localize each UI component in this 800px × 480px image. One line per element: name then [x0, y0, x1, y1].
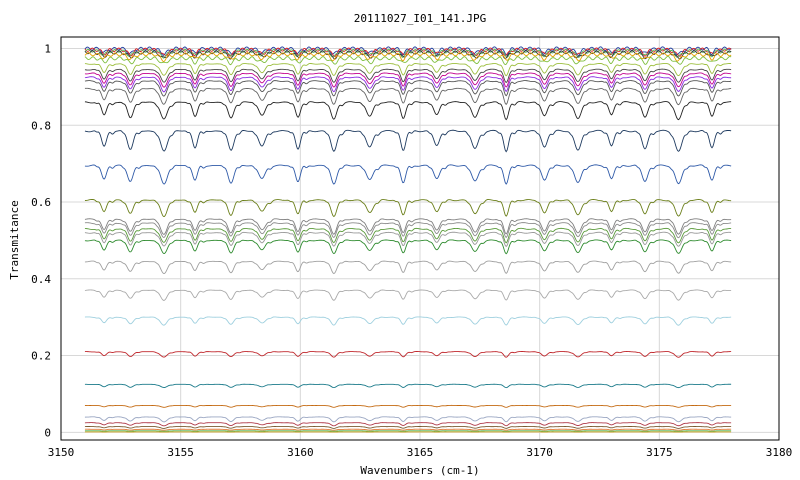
series-line [84, 383, 732, 389]
series-line [84, 260, 732, 275]
y-tick-label: 0.2 [31, 350, 51, 363]
series-line [84, 62, 732, 77]
x-tick-label: 3165 [407, 446, 434, 459]
series-line [84, 52, 732, 63]
y-tick-label: 0.6 [31, 196, 51, 209]
x-tick-label: 3155 [167, 446, 194, 459]
series-line [84, 316, 732, 326]
y-axis-label: Transmitance [8, 200, 21, 279]
series-line [84, 80, 732, 97]
series-line [84, 416, 732, 423]
series-line [84, 231, 732, 248]
series-line [84, 46, 732, 56]
y-tick-label: 0.8 [31, 119, 51, 132]
x-tick-label: 3180 [766, 446, 793, 459]
x-tick-label: 3175 [646, 446, 673, 459]
series-line [84, 218, 732, 235]
y-tick-label: 0 [44, 426, 51, 439]
series-line [84, 239, 732, 255]
chart-title: 20111027_I01_141.JPG [354, 12, 486, 25]
series-line [84, 48, 732, 59]
series-line [84, 404, 732, 408]
series-line [84, 199, 732, 218]
y-tick-label: 1 [44, 43, 51, 56]
series-line [84, 101, 732, 121]
series-line [84, 68, 732, 84]
x-tick-label: 3160 [287, 446, 314, 459]
x-axis-label: Wavenumbers (cm-1) [360, 464, 479, 477]
series-line [84, 72, 732, 88]
y-tick-label: 0.4 [31, 273, 51, 286]
series-line [84, 227, 732, 244]
plot-frame [60, 36, 780, 441]
series-line [84, 289, 732, 301]
series-line [84, 164, 732, 185]
series-line [84, 76, 732, 93]
x-tick-label: 3150 [48, 446, 75, 459]
series-line [84, 430, 732, 432]
tick-labels: 3150 3155 3160 3165 3170 3175 3180 0 0.2 0.4 0.6 0.… [31, 43, 792, 459]
series-line [84, 426, 732, 429]
series-group [84, 46, 732, 433]
series-line [84, 129, 732, 153]
x-tick-label: 3170 [526, 446, 553, 459]
series-line [84, 87, 732, 106]
series-line [84, 428, 732, 431]
series-line [84, 222, 732, 239]
series-line [84, 55, 732, 66]
series-line [84, 351, 732, 358]
series-line [84, 422, 732, 427]
